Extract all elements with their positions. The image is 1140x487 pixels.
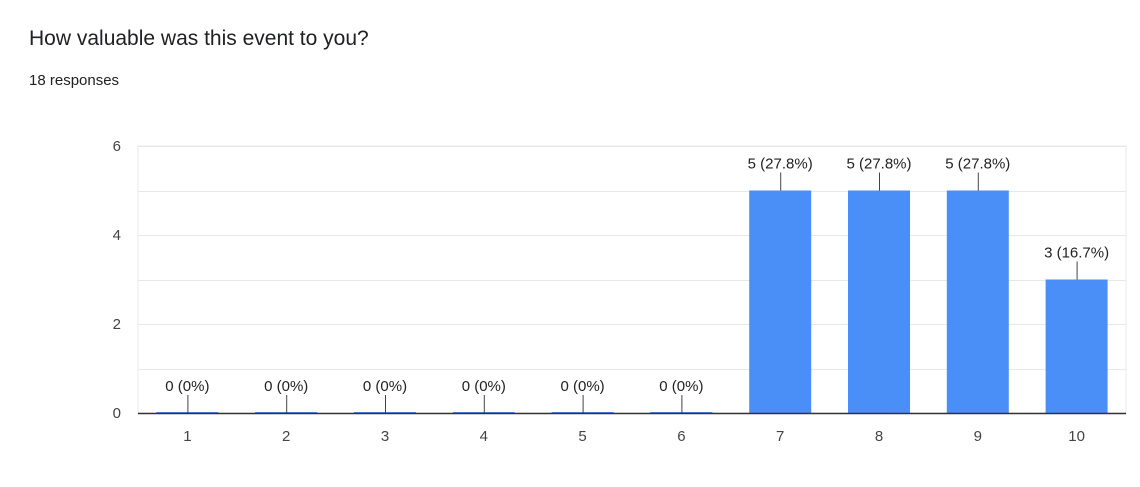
data-label: 0 (0%) xyxy=(363,378,407,395)
x-tick-label: 9 xyxy=(974,428,982,445)
question-title: How valuable was this event to you? xyxy=(29,27,369,50)
x-tick-label: 2 xyxy=(282,428,290,445)
data-label: 5 (27.8%) xyxy=(945,156,1010,173)
bar xyxy=(1045,279,1108,413)
x-tick-label: 5 xyxy=(578,428,586,445)
data-label: 0 (0%) xyxy=(264,378,308,395)
data-label: 0 (0%) xyxy=(165,378,209,395)
data-label: 0 (0%) xyxy=(659,378,703,395)
x-tick-label: 6 xyxy=(677,428,685,445)
bar xyxy=(749,190,812,413)
x-tick-label: 1 xyxy=(183,428,191,445)
bar xyxy=(848,190,910,413)
x-tick-label: 4 xyxy=(480,428,488,445)
data-label: 5 (27.8%) xyxy=(748,156,813,173)
y-tick-label: 2 xyxy=(113,316,121,333)
data-label: 5 (27.8%) xyxy=(846,156,911,173)
data-label: 3 (16.7%) xyxy=(1044,245,1109,262)
y-tick-label: 6 xyxy=(113,138,121,155)
data-label: 0 (0%) xyxy=(462,378,506,395)
y-tick-label: 0 xyxy=(113,405,121,422)
x-tick-label: 3 xyxy=(381,428,389,445)
bar xyxy=(946,190,1009,413)
x-tick-label: 10 xyxy=(1068,428,1085,445)
response-count: 18 responses xyxy=(29,72,120,89)
y-tick-label: 4 xyxy=(113,227,121,244)
x-tick-label: 8 xyxy=(875,428,883,445)
x-tick-label: 7 xyxy=(776,428,784,445)
data-label: 0 (0%) xyxy=(561,378,605,395)
